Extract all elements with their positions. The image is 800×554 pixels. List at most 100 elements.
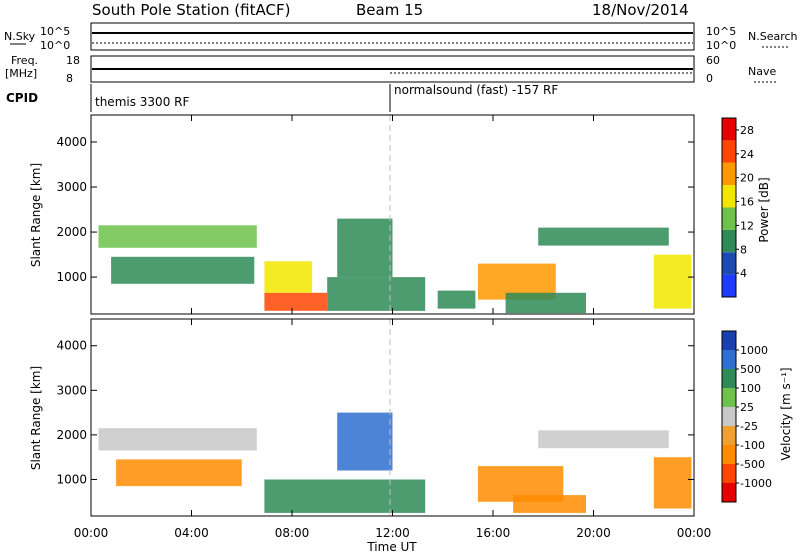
power-colorbar-cell-2 xyxy=(722,229,736,253)
velocity-colorbar-label-1: 500 xyxy=(740,363,761,376)
velocity-xticks xyxy=(90,319,695,516)
velocity-yticks: 1000 2000 3000 4000 xyxy=(56,339,694,486)
nave-tick-high: 60 xyxy=(706,54,720,67)
power-colorbar-cell-5 xyxy=(722,162,736,186)
nave-tick-low: 0 xyxy=(706,72,713,85)
velocity-colorbar-label-2: 100 xyxy=(740,382,761,395)
freq-tick-low: 8 xyxy=(66,72,73,85)
velocity-ytick-label-2: 3000 xyxy=(56,383,87,397)
velocity-ylabel: Slant Range [km] xyxy=(29,366,43,470)
x-tick-label-1: 04:00 xyxy=(174,526,209,540)
velocity-colorbar-cell-8 xyxy=(722,331,736,350)
velocity-colorbar-label-3: 25 xyxy=(740,401,754,414)
power-colorbar-cell-4 xyxy=(722,185,736,208)
experiment-left: themis 3300 RF xyxy=(95,95,189,109)
freq-label: Freq. xyxy=(11,54,38,67)
power-colorbar-cell-7 xyxy=(722,118,736,141)
power-region-4 xyxy=(327,277,426,311)
nsky-tick-high: 10^5 xyxy=(40,25,70,38)
power-colorbar-cell-3 xyxy=(722,207,736,230)
power-region-9 xyxy=(538,227,669,246)
power-ytick-label-0: 1000 xyxy=(56,270,87,284)
power-colorbar-cell-1 xyxy=(722,252,736,275)
freq-unit: [MHz] xyxy=(5,67,37,80)
velocity-colorbar-label-6: -500 xyxy=(740,458,765,471)
date-label: 18/Nov/2014 xyxy=(592,1,689,19)
x-tick-label-2: 08:00 xyxy=(275,526,310,540)
velocity-region-3 xyxy=(337,412,393,471)
velocity-colorbar-cell-6 xyxy=(722,369,736,388)
station-title: South Pole Station (fitACF) xyxy=(92,1,290,19)
power-region-1 xyxy=(111,256,255,284)
power-regions xyxy=(98,218,692,314)
beam-label: Beam 15 xyxy=(356,1,423,19)
nsky-panel xyxy=(90,22,695,51)
velocity-region-7 xyxy=(653,457,692,509)
velocity-region-2 xyxy=(264,479,426,513)
power-colorbar-label-3: 16 xyxy=(740,196,754,209)
power-region-2 xyxy=(264,292,328,311)
velocity-colorbar-label-5: -100 xyxy=(740,439,765,452)
x-tick-label-3: 12:00 xyxy=(375,526,410,540)
power-colorbar-label-4: 20 xyxy=(740,172,754,185)
power-colorbar-label-6: 28 xyxy=(740,124,754,137)
power-colorbar-cell-0 xyxy=(722,274,736,297)
power-colorbar-cell-6 xyxy=(722,140,736,163)
x-tick-label-5: 20:00 xyxy=(576,526,611,540)
power-colorbar: 4 8 12 16 20 24 28 xyxy=(721,117,754,298)
power-region-0 xyxy=(98,225,257,248)
velocity-ytick-label-1: 2000 xyxy=(56,428,87,442)
power-colorbar-label-5: 24 xyxy=(740,148,754,161)
velocity-colorbar-cell-3 xyxy=(722,426,736,445)
x-axis-labels: 00:00 04:00 08:00 12:00 16:00 20:00 00:00 xyxy=(74,526,712,540)
x-tick-label-0: 00:00 xyxy=(74,526,109,540)
nsearch-tick-low: 10^0 xyxy=(706,39,736,52)
power-xticks xyxy=(90,115,695,314)
power-colorbar-label-1: 8 xyxy=(740,243,747,256)
velocity-colorbar-cell-0 xyxy=(722,483,736,502)
power-ytick-label-1: 2000 xyxy=(56,225,87,239)
freq-tick-high: 18 xyxy=(66,54,80,67)
velocity-ytick-label-3: 4000 xyxy=(56,339,87,353)
power-panel: 1000 2000 3000 4000 Slant Range [km] xyxy=(29,114,695,315)
power-region-6 xyxy=(437,290,476,309)
velocity-colorbar-label-0: 1000 xyxy=(740,344,768,357)
velocity-colorbar-cell-4 xyxy=(722,407,736,426)
velocity-colorbar-frame xyxy=(721,330,737,503)
power-ytick-label-2: 3000 xyxy=(56,180,87,194)
nsky-tick-low: 10^0 xyxy=(40,39,70,52)
cpid-label: CPID xyxy=(6,91,38,105)
power-ylabel: Slant Range [km] xyxy=(29,163,43,267)
nsearch-tick-high: 10^5 xyxy=(706,25,736,38)
power-colorbar-frame xyxy=(721,117,737,298)
nsky-label: N.Sky xyxy=(4,30,36,43)
x-axis-title: Time UT xyxy=(366,540,417,554)
velocity-colorbar-cell-7 xyxy=(722,350,736,369)
velocity-colorbar-label-7: -1000 xyxy=(740,477,772,490)
power-colorbar-label-0: 4 xyxy=(740,267,747,280)
freq-panel xyxy=(90,55,695,83)
power-yticks: 1000 2000 3000 4000 xyxy=(56,135,694,284)
nave-label: Nave xyxy=(748,65,776,78)
x-tick-label-4: 16:00 xyxy=(476,526,511,540)
power-region-5 xyxy=(337,218,393,278)
power-region-3 xyxy=(264,261,313,293)
power-region-8 xyxy=(505,292,586,314)
velocity-region-5 xyxy=(513,495,586,513)
x-tick-label-6: 00:00 xyxy=(677,526,712,540)
power-colorbar-label-2: 12 xyxy=(740,219,754,232)
power-region-10 xyxy=(653,254,692,309)
power-colorbar-title: Power [dB] xyxy=(757,177,771,242)
velocity-region-0 xyxy=(98,428,257,451)
velocity-regions xyxy=(98,412,692,513)
velocity-colorbar-label-4: -25 xyxy=(740,420,758,433)
velocity-colorbar-cell-1 xyxy=(722,464,736,483)
velocity-colorbar: 1000 500 100 25 -25 -100 -500 -1000 xyxy=(721,330,772,503)
velocity-region-1 xyxy=(116,459,242,487)
power-ytick-label-3: 4000 xyxy=(56,135,87,149)
velocity-ytick-label-0: 1000 xyxy=(56,472,87,486)
velocity-colorbar-cell-5 xyxy=(722,388,736,407)
velocity-region-6 xyxy=(538,430,669,449)
velocity-colorbar-title: Velocity [m s⁻¹] xyxy=(779,367,793,460)
